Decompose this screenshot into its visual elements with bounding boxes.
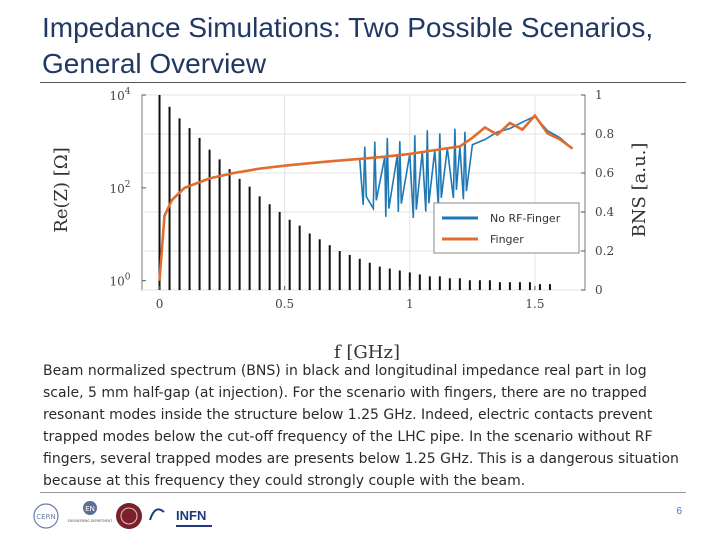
en-logo-text: EN bbox=[85, 505, 95, 513]
title-divider bbox=[40, 82, 686, 83]
figure-caption: Beam normalized spectrum (BNS) in black … bbox=[43, 363, 679, 489]
x-tick-label: 0 bbox=[156, 297, 164, 311]
y-left-tick-label: 100 bbox=[109, 273, 130, 289]
legend: No RF-Finger Finger bbox=[433, 202, 580, 254]
y-right-axis-ticks: 0 0.2 0.4 0.6 0.8 1 bbox=[581, 88, 614, 297]
footer-logos: CERN EN ENGINEERING DEPARTMENT INFN bbox=[30, 498, 220, 534]
legend-box bbox=[433, 202, 580, 254]
bns-spectrum bbox=[158, 95, 551, 290]
x-axis-label: f [GHz] bbox=[334, 342, 400, 360]
y-right-tick-label: 0.2 bbox=[595, 244, 614, 258]
y-right-tick-label: 0 bbox=[595, 283, 603, 297]
x-tick-label: 1 bbox=[406, 297, 414, 311]
cern-logo: CERN bbox=[33, 503, 59, 529]
x-tick-label: 0.5 bbox=[275, 297, 294, 311]
legend-label: Finger bbox=[490, 233, 524, 246]
slide-title: Impedance Simulations: Two Possible Scen… bbox=[42, 12, 654, 79]
legend-label: No RF-Finger bbox=[490, 212, 561, 225]
y-left-tick-label: 104 bbox=[109, 87, 130, 103]
y-right-axis-label: BNS [a.u.] bbox=[629, 143, 650, 238]
page-number: 6 bbox=[676, 506, 682, 517]
infn-logo-text: INFN bbox=[176, 508, 206, 523]
cern-logo-text: CERN bbox=[36, 513, 55, 521]
logo-strip: CERN EN ENGINEERING DEPARTMENT INFN bbox=[33, 501, 212, 529]
infn-logo: INFN bbox=[149, 508, 212, 527]
x-axis-ticks: 0 0.5 1 1.5 bbox=[156, 286, 544, 311]
y-right-tick-label: 0.6 bbox=[595, 166, 614, 180]
y-right-tick-label: 0.8 bbox=[595, 127, 614, 141]
footer-divider bbox=[40, 492, 686, 493]
university-seal-icon bbox=[116, 503, 142, 529]
en-logo: EN ENGINEERING DEPARTMENT bbox=[68, 501, 113, 523]
y-left-axis-label: Re(Z) [Ω] bbox=[51, 147, 72, 232]
x-tick-label: 1.5 bbox=[525, 297, 544, 311]
impedance-series bbox=[158, 113, 574, 281]
impedance-chart: 0 0.5 1 1.5 100 102 104 0 0.2 0.4 0.6 0.8 1 No RF-… bbox=[51, 87, 650, 360]
en-logo-subtitle: ENGINEERING DEPARTMENT bbox=[68, 519, 113, 523]
y-left-axis-ticks: 100 102 104 bbox=[109, 87, 146, 289]
y-right-tick-label: 0.4 bbox=[595, 205, 614, 219]
y-right-tick-label: 1 bbox=[595, 88, 603, 102]
series-line-finger bbox=[158, 113, 574, 281]
y-left-tick-label: 102 bbox=[109, 180, 130, 196]
